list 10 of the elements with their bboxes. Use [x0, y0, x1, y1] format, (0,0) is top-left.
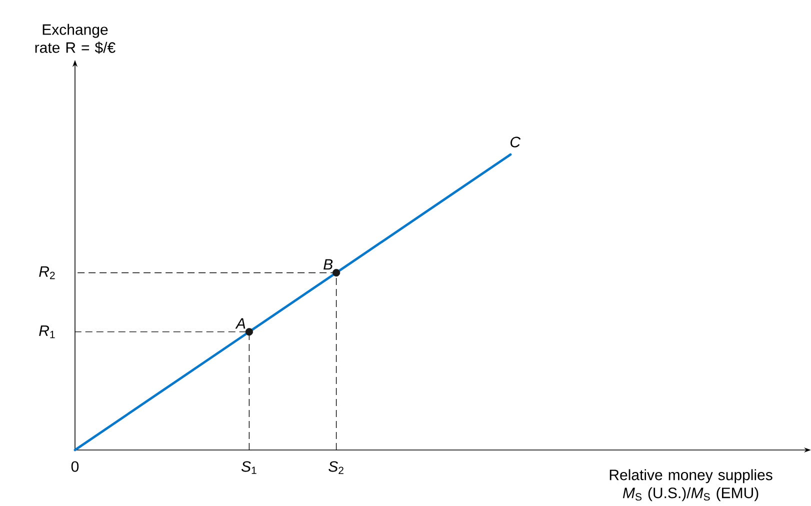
x-tick-label: S$_{2}$: [328, 461, 344, 474]
annotation: B: [324, 259, 333, 270]
text: Exchange rate R = $/€: [35, 24, 116, 54]
text: R$_{2}$: [39, 266, 55, 280]
annotation: A: [235, 318, 246, 329]
x-tick-label: 0: [71, 461, 79, 472]
x-tick-label: S$_{1}$: [241, 461, 256, 474]
text: C: [510, 136, 521, 148]
x-axis-title: Relative money supplies M$_{S}$ (U.S.)/M$_{S}$ (EMU): [610, 469, 772, 502]
text: R$_{1}$: [39, 326, 55, 338]
